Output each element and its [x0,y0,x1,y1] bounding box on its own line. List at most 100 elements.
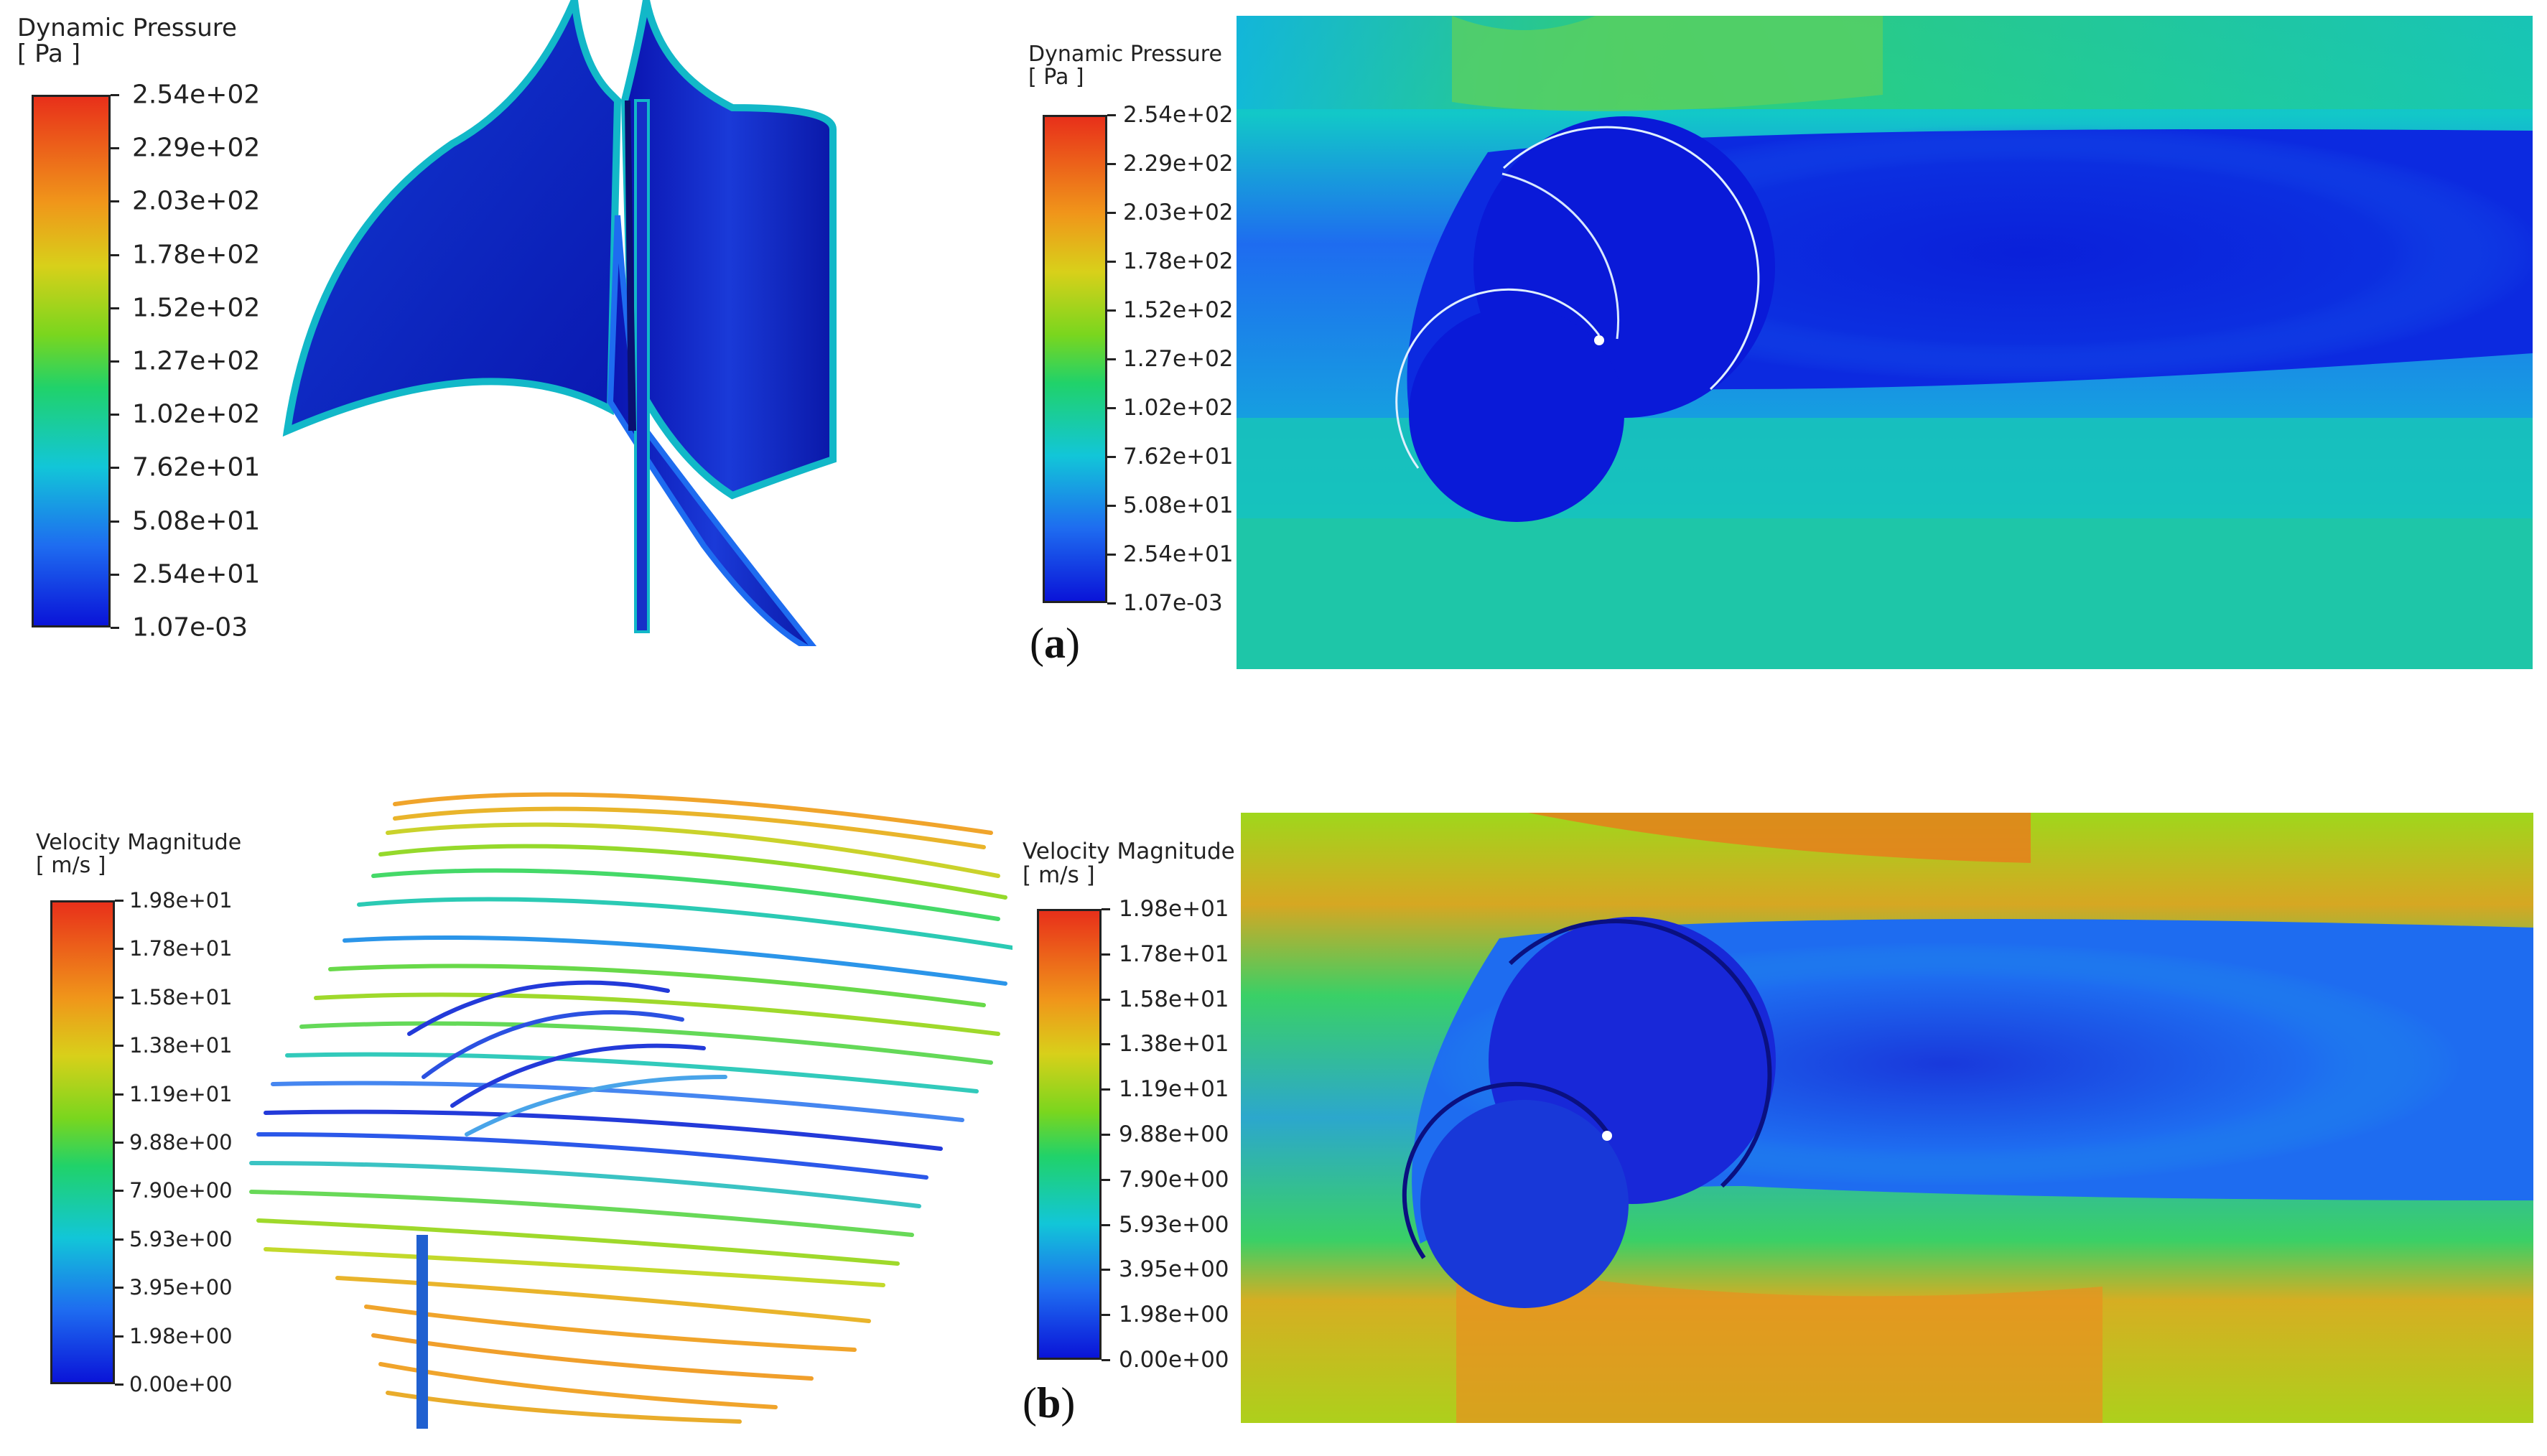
colorbar-tick-label: 1.38e+01 [129,1033,233,1058]
colorbar-tick-mark [115,1190,124,1193]
label-paren-open: ( [1023,1379,1037,1427]
colorbar-tick-mark [1102,1043,1110,1046]
colorbar-tick-mark [111,467,119,470]
legend-title-quantity: Dynamic Pressure [17,14,237,42]
legend-title-quantity: Velocity Magnitude [1023,839,1235,864]
colorbar-tick-label: 1.07e-03 [132,612,248,643]
colorbar-tick-mark [1102,1359,1110,1361]
colorbar-tick-label: 5.93e+00 [129,1226,233,1251]
colorbar-tick-label: 1.78e+01 [129,936,233,961]
colorbar-tick-label: 1.98e+01 [1119,896,1229,922]
colorbar-tick-label: 2.29e+02 [1123,151,1234,177]
colorbar-tick-label: 1.98e+00 [129,1323,233,1348]
figure-label-b: (b) [1023,1378,1075,1428]
colorbar-tick-mark [111,94,119,96]
colorbar-tick-mark [1102,1223,1110,1226]
contour-2d-velocity-magnitude [1241,813,2533,1423]
colorbar-tick-mark [111,200,119,203]
figure-label-a: (a) [1030,619,1080,668]
label-paren-open: ( [1030,620,1044,667]
legend-title-unit: [ Pa ] [1028,64,1084,90]
colorbar-tick-mark [115,900,124,902]
colorbar-tick-mark [111,627,119,629]
colorbar-tick-label: 1.78e+01 [1119,941,1229,967]
colorbar-tick-mark [1102,998,1110,1001]
colorbar-tick-label: 2.54e+01 [132,559,261,589]
colorbar-tick-mark [115,948,124,951]
colorbar-tick-mark [115,996,124,999]
colorbar-tick-label: 1.27e+02 [1123,346,1234,372]
colorbar-tick-label: 1.78e+02 [1123,248,1234,274]
colorbar-tick-mark [1107,456,1116,458]
colorbar-tick-label: 1.52e+02 [1123,297,1234,323]
colorbar-tick-label: 7.62e+01 [132,452,261,482]
colorbar-tick-mark [1102,1178,1110,1181]
colorbar-tick-label: 1.58e+01 [129,984,233,1009]
colorbar-tick-mark [115,1287,124,1289]
contour-2d-dynamic-pressure [1237,16,2533,669]
colorbar-tick-mark [1107,163,1116,165]
colorbar-tick-label: 0.00e+00 [1119,1347,1229,1373]
colorbar-tick-mark [1102,1314,1110,1317]
colorbar-tick-label: 2.54e+02 [132,80,261,110]
legend-velocity-magnitude-3d: Velocity Magnitude [ m/s ] 1.98e+01 1.78e… [36,831,266,1456]
colorbar-tick-label: 3.95e+00 [129,1275,233,1300]
panel-b: Velocity Magnitude [ m/s ] 1.98e+01 1.78e… [0,775,2547,1447]
colorbar-tick-label: 1.98e+00 [1119,1302,1229,1328]
colorbar-tick-label: 2.54e+01 [1123,541,1234,567]
colorbar-tick-label: 2.29e+02 [132,133,261,163]
colorbar-tick-mark [111,147,119,150]
colorbar [50,900,115,1384]
colorbar-tick-mark [1102,953,1110,956]
colorbar-tick-mark [1107,309,1116,312]
legend-title: Dynamic Pressure [ Pa ] [17,14,237,68]
colorbar-tick-label: 9.88e+00 [129,1130,233,1154]
colorbar-tick-mark [111,307,119,309]
colorbar-tick-label: 9.88e+00 [1119,1121,1229,1147]
colorbar-tick-mark [115,1093,124,1096]
colorbar [1037,909,1102,1360]
colorbar-tick-mark [1102,1269,1110,1271]
colorbar-tick-label: 0.00e+00 [129,1372,233,1396]
label-letter: a [1043,620,1066,667]
colorbar-tick-mark [111,414,119,416]
colorbar [32,95,111,627]
rotor-3d-dynamic-pressure [282,0,837,646]
colorbar-tick-mark [111,253,119,256]
streamlines-3d-velocity [249,792,1012,1429]
colorbar-tick-mark [115,1238,124,1241]
colorbar-tick-mark [1107,554,1116,556]
colorbar-tick-label: 1.52e+02 [132,293,261,323]
colorbar-tick-label: 3.95e+00 [1119,1256,1229,1283]
colorbar-tick-label: 1.78e+02 [132,240,261,270]
legend-title-unit: [ m/s ] [1023,862,1095,888]
colorbar-tick-label: 1.02e+02 [132,399,261,429]
colorbar-tick-label: 2.03e+02 [1123,200,1234,225]
legend-velocity-magnitude-2d: Velocity Magnitude [ m/s ] 1.98e+01 1.78e… [1023,840,1252,1450]
colorbar-tick-label: 1.07e-03 [1123,590,1223,616]
colorbar-tick-mark [1107,114,1116,116]
colorbar-tick-mark [1107,261,1116,263]
colorbar-tick-mark [1107,407,1116,409]
colorbar-tick-label: 1.58e+01 [1119,986,1229,1012]
colorbar-tick-label: 5.93e+00 [1119,1211,1229,1238]
legend-dynamic-pressure-3d: Dynamic Pressure [ Pa ] 2.54e+02 2.29e+02… [17,14,276,643]
colorbar-tick-label: 1.19e+01 [1119,1076,1229,1103]
colorbar [1043,115,1107,603]
legend-title-unit: [ Pa ] [17,39,80,68]
colorbar-tick-mark [111,573,119,576]
legend-title: Velocity Magnitude [ m/s ] [1023,840,1235,887]
legend-title: Dynamic Pressure [ Pa ] [1028,43,1222,88]
legend-title: Velocity Magnitude [ m/s ] [36,831,241,877]
legend-title-unit: [ m/s ] [36,852,106,878]
colorbar-tick-label: 5.08e+01 [132,506,261,536]
colorbar-tick-mark [111,520,119,523]
colorbar-tick-label: 1.98e+01 [129,888,233,913]
colorbar-tick-mark [115,1383,124,1386]
colorbar-tick-label: 1.19e+01 [129,1081,233,1106]
panel-a: Dynamic Pressure [ Pa ] 2.54e+02 2.29e+02… [0,0,2547,689]
colorbar-tick-mark [111,360,119,363]
label-paren-close: ) [1061,1379,1076,1427]
legend-title-quantity: Dynamic Pressure [1028,42,1222,67]
colorbar-tick-label: 7.62e+01 [1123,444,1234,470]
